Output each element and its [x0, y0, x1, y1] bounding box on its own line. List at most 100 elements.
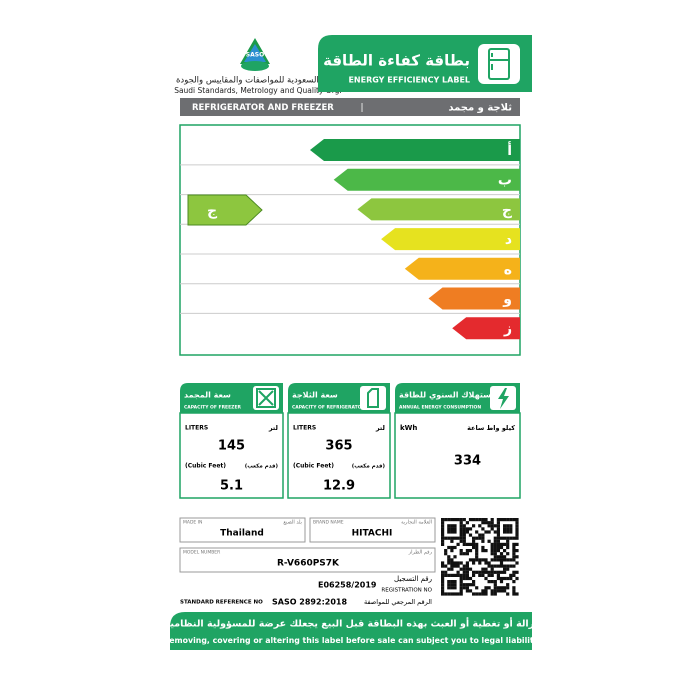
qr-module [472, 524, 476, 528]
category-en: REFRIGERATOR AND FREEZER [192, 103, 334, 113]
qr-module [462, 586, 466, 590]
qr-module [512, 592, 516, 596]
qr-module [459, 530, 463, 534]
qr-module [465, 549, 469, 553]
cubic-ar: (قدم مكعب) [352, 463, 386, 470]
qr-module [453, 545, 457, 550]
qr-module [450, 539, 454, 543]
qr-module [512, 542, 516, 546]
qr-module [472, 570, 476, 574]
qr-module [496, 545, 500, 550]
qr-module [490, 558, 494, 562]
qr-module [490, 518, 494, 522]
qr-module [441, 539, 445, 543]
qr-module [503, 558, 507, 562]
qr-module [441, 583, 445, 587]
qr-module [506, 530, 510, 534]
qr-module [478, 558, 482, 562]
qr-module [453, 561, 457, 565]
qr-module [447, 545, 451, 550]
qr-module [465, 530, 469, 534]
qr-module [512, 536, 516, 540]
qr-module [490, 570, 494, 574]
qr-module [459, 539, 463, 543]
rating-arrow [452, 317, 520, 340]
qr-module [447, 524, 451, 528]
qr-module [493, 558, 497, 562]
qr-module [459, 589, 463, 593]
energy-value: 334 [454, 454, 481, 469]
qr-module [453, 592, 457, 596]
qr-module [509, 576, 513, 581]
qr-module [450, 573, 454, 577]
qr-module [499, 570, 504, 574]
qr-module [493, 589, 497, 593]
registration: E06258/2019 [318, 581, 377, 590]
qr-module [509, 518, 513, 522]
category-separator: | [360, 103, 363, 113]
qr-module [509, 564, 513, 568]
qr-module [450, 549, 454, 553]
standard-en: STANDARD REFERENCE NO [180, 600, 263, 606]
qr-module [490, 573, 494, 577]
qr-module [490, 527, 494, 531]
qr-module [499, 555, 504, 559]
qr-module [456, 570, 460, 574]
box-body [179, 412, 284, 499]
qr-module [506, 583, 510, 587]
qr-module [493, 542, 497, 546]
category-ar: ثلاجة و مجمد [448, 103, 512, 114]
cubic-value: 5.1 [220, 479, 243, 494]
model-label-ar: رقم الطراز [408, 550, 433, 556]
qr-module [506, 539, 510, 543]
qr-module [441, 592, 445, 596]
qr-module [459, 561, 463, 565]
qr-module [509, 524, 513, 528]
qr-module [465, 567, 469, 571]
qr-module [499, 564, 504, 568]
qr-module [484, 530, 488, 534]
qr-module [465, 576, 469, 581]
qr-module [506, 524, 510, 528]
model: R-V660PS7K [277, 559, 340, 569]
qr-module [499, 542, 504, 546]
qr-module [462, 539, 466, 543]
qr-module [472, 518, 476, 522]
registration-ar: رقم التسجيل [394, 575, 432, 583]
bolt-icon [498, 388, 509, 409]
unit-ar: كيلو واط ساعة [467, 424, 515, 432]
qr-module [493, 555, 497, 559]
qr-module [484, 521, 488, 525]
qr-module [450, 567, 454, 571]
qr-module [472, 592, 476, 596]
qr-module [484, 586, 488, 590]
qr-module [481, 521, 485, 525]
qr-module [496, 542, 500, 546]
box-icon-bg [360, 386, 386, 410]
qr-module [472, 561, 476, 565]
qr-module [481, 573, 485, 577]
qr-module [499, 576, 504, 581]
qr-module [496, 555, 500, 559]
qr-module [478, 561, 482, 565]
qr-module [481, 518, 485, 522]
current-rating-letter: ج [207, 203, 218, 219]
rating-letter: ج [502, 202, 513, 218]
liters-en: LITERS [185, 425, 208, 432]
qr-module [447, 586, 451, 590]
qr-module [499, 518, 504, 522]
qr-module [503, 564, 507, 568]
qr-module [465, 583, 469, 587]
qr-module [481, 536, 485, 540]
qr-module [506, 545, 510, 550]
qr-module [468, 527, 473, 531]
qr-module [496, 558, 500, 562]
footer-en: Removing, covering or altering this labe… [163, 636, 538, 645]
qr-module [490, 542, 494, 546]
qr-module [462, 524, 466, 528]
qr-module [475, 552, 479, 556]
qr-module [512, 549, 516, 553]
qr-module [465, 564, 469, 568]
qr-module [503, 589, 507, 593]
box-title-ar: سعة الثلاجة [292, 391, 338, 400]
